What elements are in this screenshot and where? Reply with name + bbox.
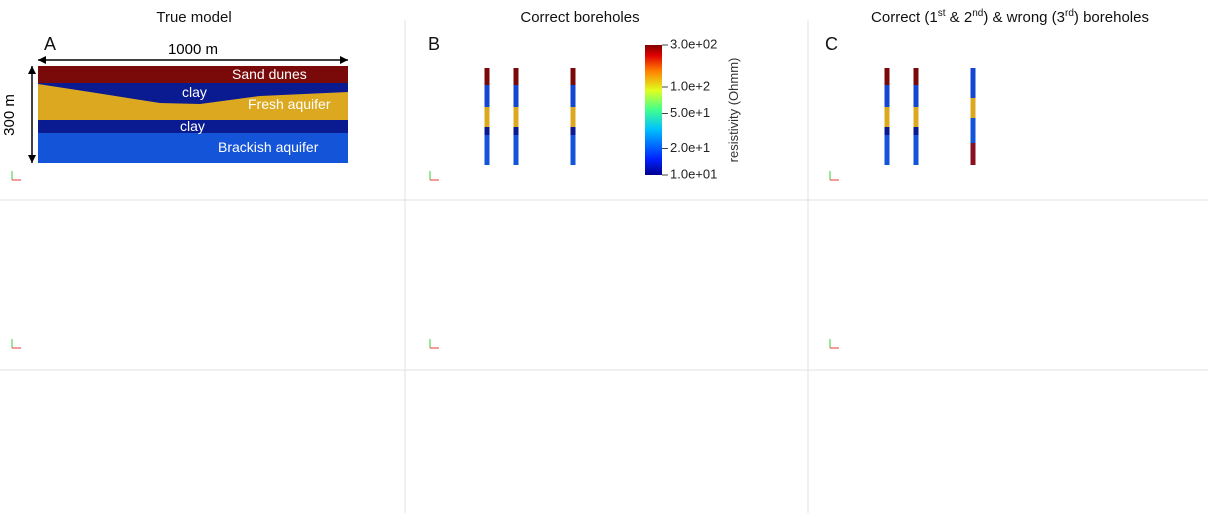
borehole-segment <box>970 118 976 143</box>
colorbar-tick-label: 1.0e+2 <box>670 78 710 93</box>
borehole-segment <box>513 127 519 135</box>
height-label: 300 m <box>1 94 18 136</box>
panel-letter: B <box>428 34 440 54</box>
panel-letter: C <box>825 34 838 54</box>
colorbar-tick-label: 1.0e+01 <box>670 166 717 181</box>
fresh-aquifer-layer <box>38 84 348 120</box>
borehole-segment <box>884 68 890 85</box>
width-label: 1000 m <box>168 41 218 58</box>
borehole-segment <box>570 127 576 135</box>
borehole-segment <box>570 68 576 85</box>
title-part: & 2 <box>946 9 973 26</box>
borehole-segment <box>484 85 490 107</box>
colorbar: resistivity (Ohmm) 3.0e+02 1.0e+2 5.0e+1 2.… <box>645 36 741 181</box>
superscript: st <box>938 8 946 19</box>
layer-label: clay <box>180 118 205 134</box>
panel-title: True model <box>156 9 231 26</box>
superscript: nd <box>972 8 983 19</box>
borehole-segment <box>970 98 976 118</box>
colorbar-tick-label: 2.0e+1 <box>670 140 710 155</box>
panel-title: Correct boreholes <box>520 9 639 26</box>
layer-label: clay <box>182 84 207 100</box>
colorbar-tick-label: 3.0e+02 <box>670 36 717 51</box>
layer-label: Fresh aquifer <box>248 96 331 112</box>
borehole-segment <box>570 85 576 107</box>
borehole-segment <box>484 107 490 127</box>
borehole-segment <box>513 107 519 127</box>
borehole-segment <box>570 135 576 165</box>
sand-dunes-layer <box>38 66 348 83</box>
borehole-segment <box>913 135 919 165</box>
borehole-segment <box>484 68 490 85</box>
borehole-segment <box>884 135 890 165</box>
layer-label: Brackish aquifer <box>218 139 319 155</box>
borehole-segment <box>913 127 919 135</box>
borehole-segment <box>970 143 976 165</box>
borehole-segment <box>970 68 976 98</box>
borehole-segment <box>513 135 519 165</box>
borehole-segment <box>913 85 919 107</box>
borehole-segment <box>513 85 519 107</box>
borehole-segment <box>484 135 490 165</box>
borehole-segment <box>884 127 890 135</box>
title-part: Correct (1 <box>871 9 938 26</box>
borehole-segment <box>570 107 576 127</box>
borehole-segment <box>484 127 490 135</box>
colorbar-tick-label: 5.0e+1 <box>670 105 710 120</box>
layer-label: Sand dunes <box>232 66 307 82</box>
title-part: ) boreholes <box>1074 9 1149 26</box>
panel-letter: A <box>44 34 56 54</box>
axis-icons <box>11 171 839 349</box>
borehole-segment <box>884 107 890 127</box>
borehole-segment <box>913 107 919 127</box>
borehole-segment <box>913 68 919 85</box>
colorbar-gradient <box>645 45 662 175</box>
true-model: 1000 m 300 m Sand dunes clay Fresh aquif… <box>1 41 348 163</box>
panel-title: Correct (1st & 2nd) & wrong (3rd) boreho… <box>871 8 1149 26</box>
borehole-segment <box>513 68 519 85</box>
boreholes <box>484 68 976 165</box>
superscript: rd <box>1065 8 1074 19</box>
colorbar-title: resistivity (Ohmm) <box>726 58 741 163</box>
borehole-segment <box>884 85 890 107</box>
title-part: ) & wrong (3 <box>983 9 1065 26</box>
